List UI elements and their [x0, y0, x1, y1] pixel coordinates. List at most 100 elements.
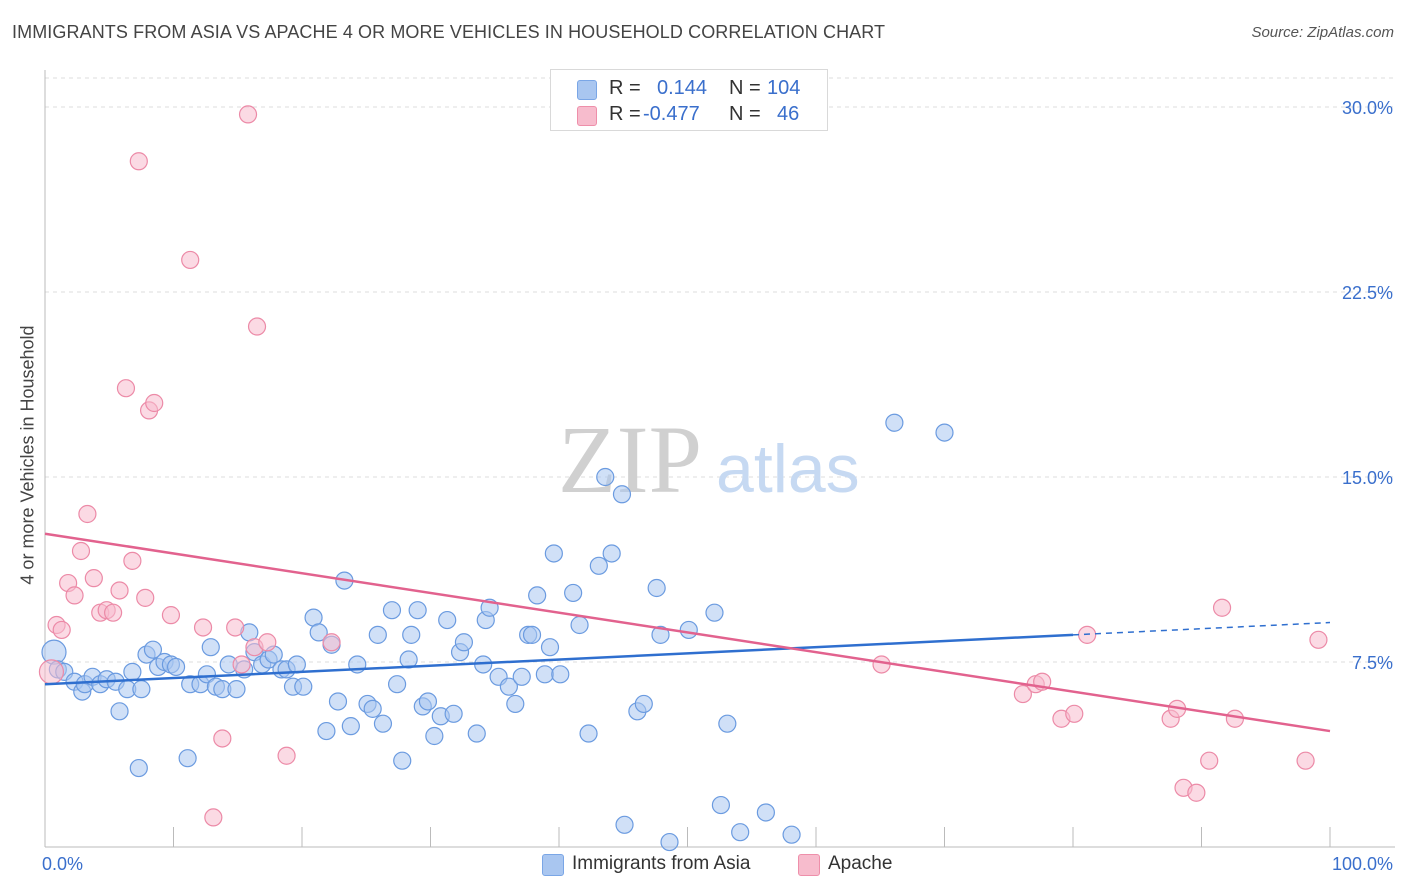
stats-r-label: R = — [609, 77, 641, 99]
stats-n-value: 46 — [777, 103, 800, 125]
legend-swatch-apache — [798, 854, 820, 876]
point-apache — [247, 317, 267, 336]
point-apache — [145, 393, 164, 413]
point-immigrants-from-asia — [399, 650, 418, 669]
series-apache — [38, 105, 1328, 827]
point-immigrants-from-asia — [579, 724, 598, 743]
stats-box: R = 0.144 N = 104 R = -0.477 N = 46 — [550, 69, 828, 131]
point-immigrants-from-asia — [363, 699, 382, 718]
point-immigrants-from-asia — [454, 633, 474, 652]
point-immigrants-from-asia — [540, 638, 560, 657]
point-immigrants-from-asia — [110, 702, 129, 721]
point-apache — [226, 618, 245, 637]
point-immigrants-from-asia — [718, 714, 737, 733]
point-immigrants-from-asia — [660, 832, 679, 852]
point-apache — [238, 105, 258, 124]
point-immigrants-from-asia — [143, 640, 163, 659]
source-label: Source: ZipAtlas.com — [1251, 24, 1394, 41]
point-apache — [1212, 598, 1232, 617]
point-immigrants-from-asia — [287, 655, 306, 674]
point-immigrants-from-asia — [444, 704, 463, 723]
trend-lines — [44, 532, 1331, 733]
stats-n-value: 104 — [767, 77, 801, 99]
point-immigrants-from-asia — [522, 625, 542, 644]
point-apache — [1296, 751, 1315, 770]
stats-swatch-apache — [577, 106, 597, 126]
stats-row-asia: R = 0.144 N = 104 — [551, 75, 827, 101]
point-immigrants-from-asia — [418, 692, 438, 711]
x-tick-label: 0.0% — [42, 854, 83, 874]
point-immigrants-from-asia — [132, 680, 151, 699]
y-tick-label: 15.0% — [1342, 468, 1393, 488]
watermark-atlas: atlas — [716, 431, 860, 507]
point-immigrants-from-asia — [544, 544, 563, 563]
point-immigrants-from-asia — [535, 665, 554, 684]
watermark: ZIP atlas — [558, 406, 860, 513]
point-immigrants-from-asia — [368, 625, 387, 644]
point-immigrants-from-asia — [564, 583, 583, 603]
point-immigrants-from-asia — [341, 717, 360, 736]
point-apache — [136, 588, 155, 607]
point-apache — [181, 250, 200, 270]
point-immigrants-from-asia — [402, 625, 421, 644]
point-apache — [322, 633, 341, 652]
point-immigrants-from-asia — [294, 677, 313, 696]
point-immigrants-from-asia — [387, 675, 407, 694]
axes — [44, 70, 1395, 848]
point-apache — [52, 620, 71, 640]
point-immigrants-from-asia — [705, 603, 724, 622]
point-apache — [1065, 704, 1084, 723]
point-apache — [1309, 630, 1328, 649]
legend-label-asia: Immigrants from Asia — [572, 853, 751, 874]
point-apache — [258, 633, 277, 652]
point-apache — [38, 659, 65, 685]
gridlines — [45, 77, 1395, 663]
point-immigrants-from-asia — [328, 692, 348, 711]
point-immigrants-from-asia — [528, 586, 547, 605]
point-immigrants-from-asia — [178, 749, 197, 768]
point-immigrants-from-asia — [382, 601, 402, 620]
point-immigrants-from-asia — [506, 694, 525, 714]
point-apache — [1013, 684, 1032, 704]
point-apache — [116, 379, 136, 398]
point-immigrants-from-asia — [512, 667, 531, 686]
point-immigrants-from-asia — [679, 620, 698, 640]
stats-r-value: -0.477 — [643, 103, 700, 125]
trend-line-immigrants-from-asia — [44, 633, 1074, 686]
point-immigrants-from-asia — [612, 485, 632, 504]
point-immigrants-from-asia — [408, 601, 427, 620]
trend-line-immigrants-from-asia-extension — [1072, 621, 1331, 636]
point-immigrants-from-asia — [425, 726, 444, 746]
stats-r-value: 0.144 — [657, 77, 708, 99]
point-immigrants-from-asia — [651, 625, 670, 644]
point-apache — [84, 569, 103, 588]
legend-swatch-asia — [542, 854, 564, 876]
point-immigrants-from-asia — [393, 751, 412, 770]
point-apache — [872, 655, 891, 674]
point-apache — [161, 606, 181, 625]
point-immigrants-from-asia — [570, 615, 589, 635]
point-apache — [193, 618, 213, 637]
point-apache — [1187, 783, 1206, 802]
y-tick-label: 30.0% — [1342, 98, 1393, 118]
point-apache — [129, 152, 148, 171]
point-immigrants-from-asia — [885, 413, 904, 432]
point-apache — [1225, 709, 1245, 728]
point-immigrants-from-asia — [499, 677, 518, 696]
y-tick-label: 22.5% — [1342, 283, 1393, 303]
point-immigrants-from-asia — [201, 638, 220, 657]
point-immigrants-from-asia — [467, 724, 486, 743]
point-immigrants-from-asia — [756, 803, 775, 822]
point-immigrants-from-asia — [309, 623, 328, 642]
stats-row-apache: R = -0.477 N = 46 — [551, 101, 827, 127]
point-immigrants-from-asia — [731, 823, 750, 842]
point-immigrants-from-asia — [123, 662, 142, 681]
point-immigrants-from-asia — [129, 758, 148, 778]
point-immigrants-from-asia — [596, 467, 615, 487]
point-apache — [71, 541, 91, 561]
point-immigrants-from-asia — [551, 665, 570, 684]
point-apache — [213, 729, 232, 748]
point-apache — [204, 808, 223, 827]
point-apache — [232, 655, 251, 674]
